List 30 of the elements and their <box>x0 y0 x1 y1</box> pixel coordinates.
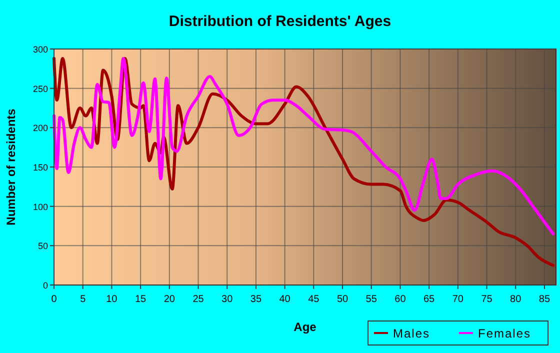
x-tick-label: 60 <box>394 294 406 305</box>
x-tick-label: 40 <box>279 294 291 305</box>
y-tick-label: 100 <box>32 202 48 212</box>
x-tick-label: 20 <box>164 294 176 305</box>
x-tick-label: 45 <box>308 294 320 305</box>
x-axis-title: Age <box>294 320 317 334</box>
y-tick-label: 50 <box>38 241 48 252</box>
x-tick-label: 75 <box>481 294 493 305</box>
legend-label: Males <box>393 326 430 340</box>
x-tick-label: 5 <box>80 294 86 305</box>
x-tick-label: 10 <box>106 294 118 305</box>
x-tick-label: 0 <box>51 294 58 305</box>
x-tick-label: 70 <box>452 294 464 305</box>
x-tick-label: 65 <box>423 294 436 305</box>
chart-title: Distribution of Residents' Ages <box>168 13 392 30</box>
x-tick-label: 30 <box>222 294 234 305</box>
y-axis-title: Number of residents <box>4 108 18 226</box>
y-tick-label: 250 <box>32 84 48 94</box>
x-tick-label: 55 <box>366 294 378 305</box>
x-tick-label: 35 <box>250 294 262 305</box>
y-tick-label: 200 <box>32 123 48 134</box>
x-tick-label: 85 <box>538 294 550 305</box>
legend-label: Females <box>478 326 532 340</box>
x-tick-label: 15 <box>134 294 147 305</box>
y-tick-label: 0 <box>42 280 48 290</box>
x-tick-label: 25 <box>192 294 204 305</box>
y-tick-label: 150 <box>32 162 48 172</box>
x-tick-label: 50 <box>336 294 349 305</box>
x-tick-label: 80 <box>510 294 522 305</box>
y-tick-label: 300 <box>32 44 48 54</box>
